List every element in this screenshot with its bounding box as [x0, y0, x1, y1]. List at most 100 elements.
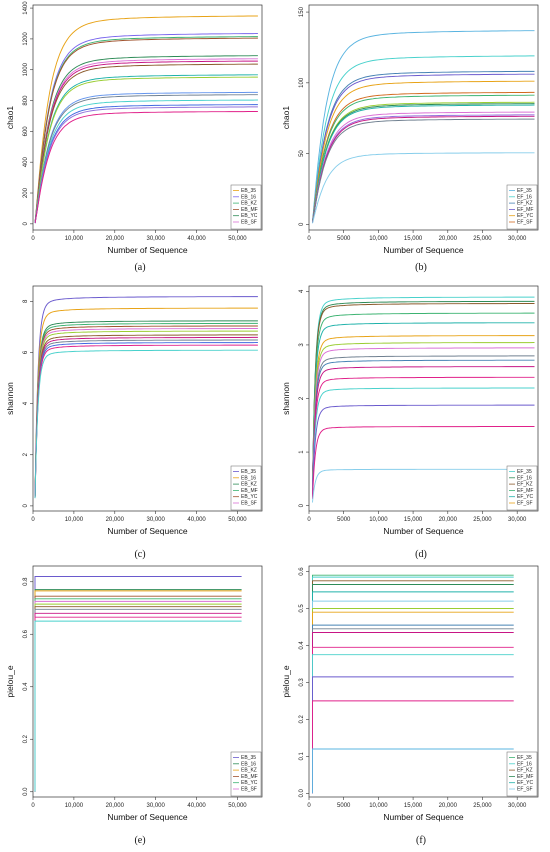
- y-tick-label: 150: [299, 6, 305, 17]
- legend-entry: EB_16: [241, 761, 256, 767]
- y-tick-label: 2: [299, 396, 305, 400]
- legend-entry: EF_KZ: [517, 768, 533, 774]
- x-tick-label: 30,000: [508, 236, 527, 242]
- legend-entry: EF_MF: [517, 488, 533, 494]
- legend-entry: EF_35: [517, 755, 532, 761]
- x-tick-label: 30,000: [508, 517, 527, 523]
- y-tick-label: 3: [299, 343, 305, 347]
- series-line: [34, 111, 258, 224]
- series-line: [312, 303, 535, 488]
- series-line: [312, 111, 535, 223]
- series-line: [312, 576, 514, 794]
- y-axis-title: chao1: [5, 106, 15, 129]
- x-tick-label: 10,000: [369, 517, 388, 523]
- y-tick-label: 0: [299, 503, 305, 507]
- y-tick-label: 1200: [23, 32, 29, 46]
- series-line: [34, 600, 242, 792]
- plot-frame: [308, 285, 539, 512]
- series-line: [312, 322, 535, 490]
- x-tick-label: 40,000: [187, 803, 206, 809]
- legend-entry: EB_SF: [241, 220, 257, 226]
- x-tick-label: 15,000: [404, 803, 423, 809]
- x-tick-label: 20,000: [106, 236, 125, 242]
- chart-panel-2: 0 5000 10,000 15,000 20,000 25,000 30,000 0 50 10…: [281, 4, 539, 273]
- y-axis-title: pielou_e: [281, 665, 291, 697]
- y-axis-title: shannon: [281, 382, 291, 415]
- plot-frame: [32, 4, 263, 231]
- y-tick-label: 0.8: [23, 577, 29, 586]
- series-line: [34, 606, 242, 792]
- legend-entry: EB_MF: [241, 207, 258, 213]
- y-tick-label: 400: [23, 157, 29, 168]
- series-line: [34, 608, 242, 792]
- series-line: [312, 115, 535, 223]
- series-line: [34, 349, 258, 499]
- legend-entry: EB_MF: [241, 774, 258, 780]
- series-line: [34, 60, 258, 223]
- y-tick-label: 600: [23, 126, 29, 137]
- series-line: [34, 76, 258, 224]
- y-tick-label: 1: [299, 450, 305, 454]
- panel-label: (f): [416, 835, 426, 846]
- x-axis-title: Number of Sequence: [107, 812, 188, 822]
- legend-entry: EB_35: [241, 188, 256, 194]
- y-tick-label: 0.5: [299, 604, 305, 613]
- y-tick-label: 4: [299, 289, 305, 293]
- series-line: [312, 347, 535, 492]
- legend-entry: EF_SF: [517, 220, 533, 226]
- series-line: [34, 612, 242, 792]
- x-tick-label: 50,000: [228, 236, 247, 242]
- series-line: [312, 30, 535, 222]
- y-tick-label: 1400: [23, 1, 29, 15]
- series-line: [312, 300, 535, 488]
- x-tick-label: 0: [31, 517, 35, 523]
- x-axis-title: Number of Sequence: [383, 526, 464, 536]
- x-tick-label: 25,000: [473, 803, 492, 809]
- series-line: [34, 106, 258, 224]
- series-line: [34, 15, 258, 223]
- series-line: [34, 595, 242, 792]
- legend-entry: EB_SF: [241, 787, 257, 793]
- x-tick-label: 0: [31, 803, 35, 809]
- series-line: [312, 359, 535, 493]
- x-tick-label: 20,000: [106, 517, 125, 523]
- y-tick-label: 0: [299, 222, 305, 226]
- series-line: [312, 70, 535, 223]
- x-tick-label: 50,000: [228, 517, 247, 523]
- y-tick-label: 8: [23, 299, 29, 303]
- series-line: [312, 600, 514, 794]
- series-line: [34, 94, 258, 224]
- y-tick-label: 0.2: [299, 715, 305, 724]
- legend-entry: EF_KZ: [517, 482, 533, 488]
- x-tick-label: 15,000: [404, 236, 423, 242]
- series-line: [34, 63, 258, 223]
- x-tick-label: 0: [307, 803, 311, 809]
- legend-entry: EB_YC: [241, 213, 258, 219]
- series-line: [312, 628, 514, 794]
- series-line: [312, 103, 535, 223]
- legend-box: [230, 751, 262, 797]
- y-tick-label: 200: [23, 187, 29, 198]
- x-tick-label: 0: [307, 517, 311, 523]
- series-line: [312, 152, 535, 224]
- x-tick-label: 25,000: [473, 236, 492, 242]
- series-line: [34, 296, 258, 496]
- series-line: [34, 344, 258, 499]
- series-line: [312, 296, 535, 488]
- y-tick-label: 0.0: [23, 787, 29, 796]
- series-line: [312, 366, 535, 494]
- series-line: [312, 624, 514, 794]
- legend-entry: EB_35: [241, 755, 256, 761]
- y-tick-label: 50: [299, 150, 305, 157]
- x-tick-label: 5000: [337, 517, 351, 523]
- series-line: [34, 74, 258, 224]
- y-tick-label: 6: [23, 350, 29, 354]
- y-tick-label: 0.6: [23, 629, 29, 638]
- legend-entry: EB_KZ: [241, 768, 257, 774]
- legend-entry: EF_YC: [517, 494, 534, 500]
- legend-entry: EB_KZ: [241, 201, 257, 207]
- series-line: [312, 342, 535, 492]
- series-line: [34, 328, 258, 498]
- legend-entry: EB_MF: [241, 488, 258, 494]
